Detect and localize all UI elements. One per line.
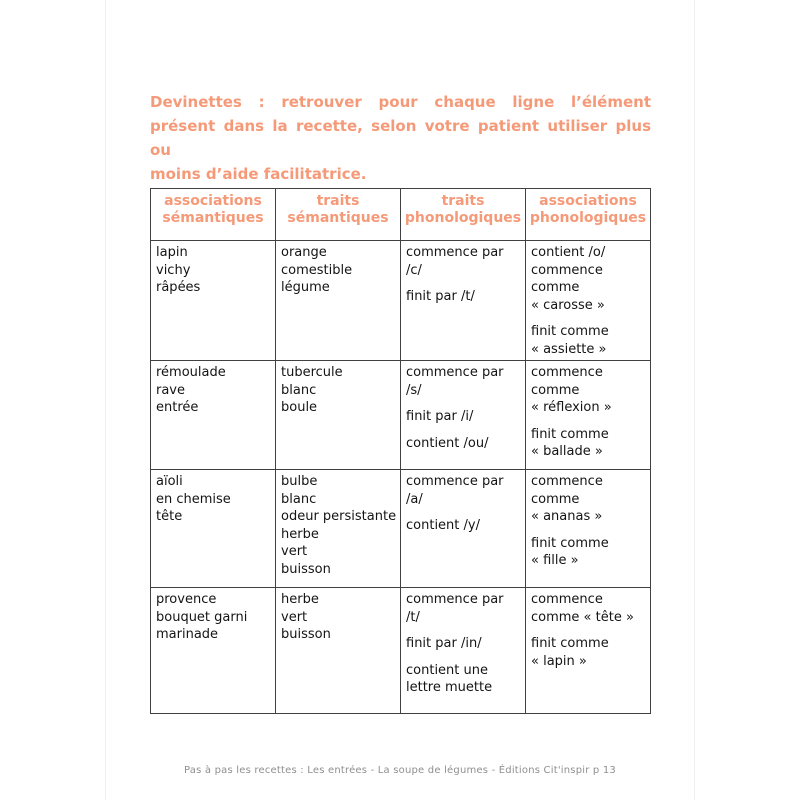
column-header: traits phonologiques — [400, 188, 526, 241]
page-footer: Pas à pas les recettes : Les entrées - L… — [184, 765, 616, 776]
cell-paragraph: commence comme « ananas » — [531, 474, 603, 524]
table-row: provence bouquet garni marinade herbe ver… — [150, 587, 651, 714]
cell-paragraph: contient /ou/ — [406, 435, 489, 451]
table-cell: contient /o/ commence comme « carosse » f… — [525, 240, 651, 361]
page-right-edge — [694, 0, 695, 800]
table-cell: lapin vichy râpées — [150, 240, 276, 361]
title-line: présent dans la recette, selon votre pat… — [150, 117, 651, 159]
cell-paragraph: commence comme « tête » — [531, 592, 634, 625]
cell-paragraph: aïoli en chemise tête — [156, 474, 231, 524]
table-row: lapin vichy râpées orange comestible légu… — [150, 240, 651, 361]
cell-paragraph: finit comme « fille » — [531, 535, 609, 569]
cell-paragraph: contient /o/ commence comme « carosse » — [531, 245, 606, 313]
table-cell: commence par /t/finit par /in/contient u… — [400, 587, 526, 714]
cell-paragraph: commence par /s/ — [406, 365, 504, 398]
cell-paragraph: finit comme « assiette » — [531, 324, 609, 357]
column-header: traits sémantiques — [275, 188, 401, 241]
column-header: associations sémantiques — [150, 188, 276, 241]
cell-paragraph: contient une lettre muette — [406, 662, 493, 696]
page-title: Devinettes : retrouver pour chaque ligne… — [150, 90, 651, 186]
cell-paragraph: lapin vichy râpées — [156, 245, 201, 295]
riddle-table: associations sémantiques traits sémantiqu… — [150, 188, 651, 714]
table-cell: tubercule blanc boule — [275, 360, 401, 470]
table-row: rémoulade rave entrée tubercule blanc bou… — [150, 360, 651, 470]
cell-paragraph: bulbe blanc odeur persistante herbe vert… — [281, 474, 397, 577]
title-line: moins d’aide facilitatrice. — [150, 165, 367, 183]
table-cell: commence comme « tête » finit comme « lap… — [525, 587, 651, 714]
table-cell: rémoulade rave entrée — [150, 360, 276, 470]
table-header-row: associations sémantiques traits sémantiqu… — [150, 188, 651, 241]
table-cell: commence par /c/finit par /t/ — [400, 240, 526, 361]
cell-paragraph: finit comme « ballade » — [531, 426, 609, 460]
page-left-edge — [105, 0, 106, 800]
cell-paragraph: provence bouquet garni marinade — [156, 592, 248, 642]
table-cell: bulbe blanc odeur persistante herbe vert… — [275, 469, 401, 588]
cell-paragraph: herbe vert buisson — [281, 592, 331, 642]
title-line: Devinettes : retrouver pour chaque ligne… — [150, 93, 651, 111]
cell-paragraph: finit par /in/ — [406, 636, 482, 651]
cell-paragraph: finit par /t/ — [406, 289, 475, 304]
cell-paragraph: orange comestible légume — [281, 245, 353, 295]
cell-paragraph: commence par /c/ — [406, 245, 504, 278]
table-cell: aïoli en chemise tête — [150, 469, 276, 588]
cell-paragraph: contient /y/ — [406, 518, 480, 533]
cell-paragraph: commence par /a/ — [406, 474, 504, 507]
table-cell: orange comestible légume — [275, 240, 401, 361]
table-cell: provence bouquet garni marinade — [150, 587, 276, 714]
cell-paragraph: rémoulade rave entrée — [156, 365, 226, 415]
table-cell: commence par /a/contient /y/ — [400, 469, 526, 588]
table-cell: commence par /s/finit par /i/contient /o… — [400, 360, 526, 470]
table-cell: herbe vert buisson — [275, 587, 401, 714]
cell-paragraph: commence comme « réflexion » — [531, 365, 612, 415]
table-row: aïoli en chemise tête bulbe blanc odeur p… — [150, 469, 651, 588]
cell-paragraph: finit comme « lapin » — [531, 636, 609, 669]
cell-paragraph: tubercule blanc boule — [281, 365, 343, 415]
table-cell: commence comme « ananas » finit comme « f… — [525, 469, 651, 588]
cell-paragraph: commence par /t/ — [406, 592, 504, 625]
cell-paragraph: finit par /i/ — [406, 409, 474, 424]
column-header: associations phonologiques — [525, 188, 651, 241]
table-cell: commence comme « réflexion » finit comme … — [525, 360, 651, 470]
